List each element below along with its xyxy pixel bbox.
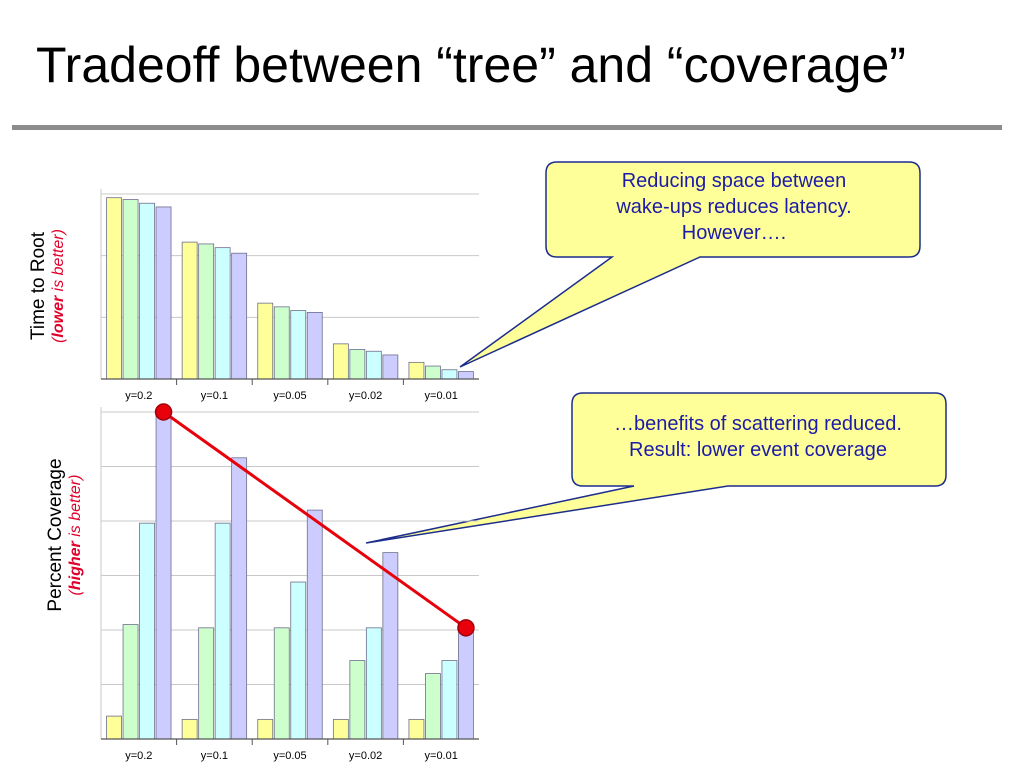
top-chart-bar xyxy=(198,243,215,380)
top-callout-bubble xyxy=(459,161,921,368)
top-chart-bar xyxy=(231,252,248,380)
bottom-chart-bar xyxy=(122,624,139,740)
callout-shapes xyxy=(365,161,947,544)
bottom-chart-bar xyxy=(408,718,425,740)
top-chart-x-tick-label: y=0.1 xyxy=(201,390,228,402)
bottom-chart-bar xyxy=(349,660,366,740)
percent-coverage-chart: y=0.2 y=0.1 y=0.05 y=0.02 y=0.01 xyxy=(100,403,479,762)
bottom-callout-line-2: Result: lower event coverage xyxy=(629,439,887,461)
bottom-chart-x-tick-label: y=0.05 xyxy=(273,750,306,762)
bottom-chart-bar xyxy=(425,673,441,740)
top-chart-bar xyxy=(382,354,399,380)
bottom-chart-bar xyxy=(273,627,290,740)
bottom-chart-x-tick-label: y=0.01 xyxy=(425,750,458,762)
top-chart-bar xyxy=(306,311,323,380)
top-chart-bar xyxy=(214,247,231,380)
bottom-chart-bar xyxy=(332,718,349,740)
top-chart-bar xyxy=(290,310,307,380)
bottom-chart-trend-marker xyxy=(457,619,475,637)
bottom-chart-bar xyxy=(155,411,172,740)
bottom-callout-text: …benefits of scattering reduced. Result:… xyxy=(570,411,946,463)
top-chart-bar xyxy=(139,202,155,380)
bottom-chart-bar xyxy=(306,509,323,740)
top-chart-bar xyxy=(155,206,172,380)
bottom-chart-bar xyxy=(365,627,382,740)
bottom-chart-bar xyxy=(139,522,155,740)
bottom-chart-bar xyxy=(257,718,274,740)
title-divider xyxy=(12,125,1002,130)
top-chart-bar xyxy=(106,197,122,380)
bottom-chart-trend-marker xyxy=(154,403,173,421)
slide-title: Tradeoff between “tree” and “coverage” xyxy=(36,37,906,93)
bottom-chart-x-tick-label: y=0.2 xyxy=(125,750,152,762)
bottom-callout-bubble xyxy=(365,392,947,544)
time-to-root-chart: y=0.2 y=0.1 y=0.05 y=0.02 y=0.01 xyxy=(100,189,479,402)
top-callout-line-1: Reducing space between xyxy=(621,170,847,192)
bottom-chart-bar xyxy=(290,581,307,740)
top-chart-x-tick-label: y=0.05 xyxy=(273,390,306,402)
bottom-chart-bar xyxy=(198,627,215,740)
bottom-chart-bar xyxy=(106,715,122,740)
bottom-chart-bar xyxy=(181,718,198,740)
bottom-chart-bar xyxy=(231,457,248,740)
top-chart-x-tick-label: y=0.02 xyxy=(349,390,382,402)
top-chart-bar xyxy=(257,302,274,380)
top-callout-text: Reducing space between wake-ups reduces … xyxy=(548,168,920,246)
top-chart-x-tick-label: y=0.2 xyxy=(125,390,152,402)
bottom-chart-x-tick-label: y=0.1 xyxy=(201,750,228,762)
top-chart-bar xyxy=(122,199,139,380)
top-chart-bar xyxy=(408,361,425,380)
top-chart-bar xyxy=(349,348,366,380)
bottom-chart-bar xyxy=(382,552,399,740)
bottom-chart-bar xyxy=(214,522,231,740)
top-chart-bar xyxy=(181,241,198,380)
top-chart-x-tick-label: y=0.01 xyxy=(425,390,458,402)
top-chart-bar xyxy=(458,371,474,380)
top-callout-line-3: However…. xyxy=(681,222,787,244)
top-chart-bar xyxy=(273,306,290,380)
bottom-chart-bar xyxy=(458,627,474,740)
top-chart-bar xyxy=(441,369,458,380)
top-chart-bar xyxy=(332,343,349,380)
bottom-chart-trend-line xyxy=(162,410,467,630)
top-chart-bar xyxy=(425,365,441,380)
bottom-chart-x-tick-label: y=0.02 xyxy=(349,750,382,762)
bottom-chart-bar xyxy=(441,660,458,740)
top-chart-bar xyxy=(365,350,382,380)
bottom-callout-line-1: …benefits of scattering reduced. xyxy=(614,413,902,435)
top-callout-line-2: wake-ups reduces latency. xyxy=(616,196,852,218)
